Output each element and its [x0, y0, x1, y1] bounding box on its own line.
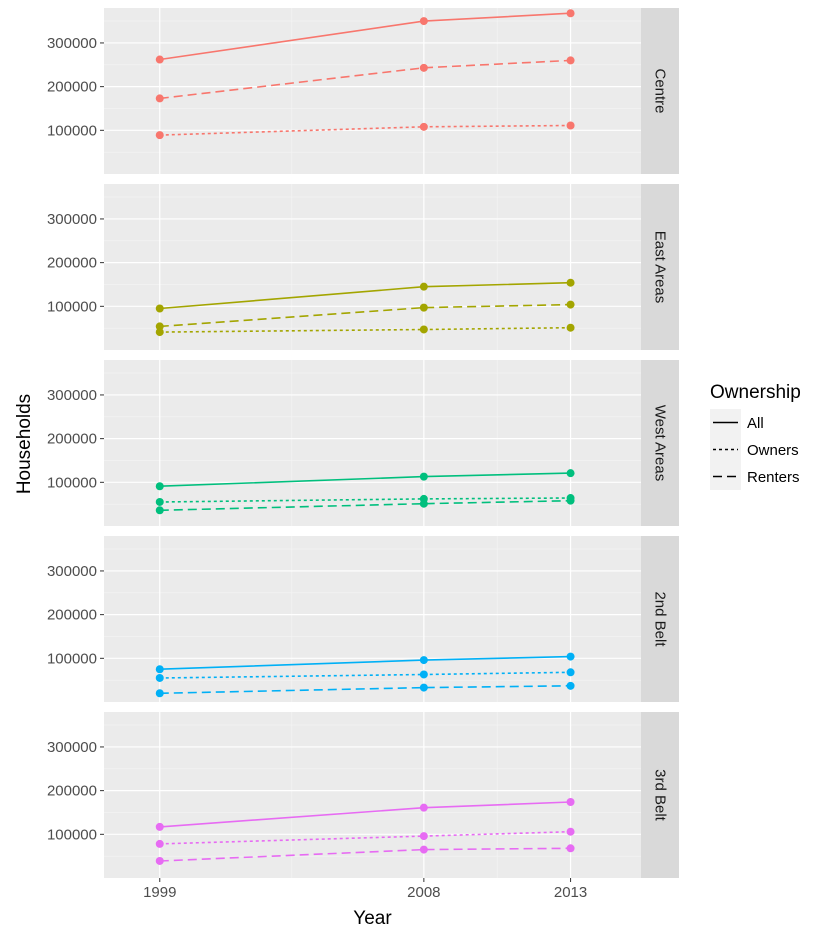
- data-point: [566, 668, 575, 677]
- data-point: [155, 497, 164, 506]
- series-line-renters: [159, 303, 571, 328]
- data-point: [419, 472, 428, 481]
- data-point: [566, 278, 575, 287]
- data-point: [419, 845, 428, 854]
- data-point: [155, 55, 164, 64]
- y-tick-label: 300000: [47, 211, 97, 228]
- facet-strip: [641, 8, 679, 174]
- data-point: [155, 94, 164, 103]
- series-line-renters: [159, 685, 571, 695]
- data-point: [566, 469, 575, 478]
- series-line-renters: [159, 847, 571, 862]
- y-tick-label: 100000: [47, 122, 97, 139]
- data-point: [155, 328, 164, 337]
- y-tick-label: 100000: [47, 650, 97, 667]
- data-point: [419, 832, 428, 841]
- y-tick-label: 100000: [47, 474, 97, 491]
- data-point: [155, 856, 164, 865]
- y-tick-label: 300000: [47, 35, 97, 52]
- data-point: [419, 17, 428, 26]
- data-point: [566, 844, 575, 853]
- facet-strip: [641, 712, 679, 878]
- panel-background: [104, 712, 641, 878]
- data-point: [155, 482, 164, 491]
- data-point: [566, 827, 575, 836]
- panel-background: [104, 8, 641, 174]
- data-point: [155, 304, 164, 313]
- y-axis-title: Households: [14, 394, 35, 494]
- data-point: [566, 9, 575, 18]
- x-tick-label: 1999: [143, 884, 176, 901]
- data-point: [155, 673, 164, 682]
- data-point: [155, 506, 164, 515]
- data-point: [155, 322, 164, 331]
- series-line-renters: [159, 59, 571, 100]
- data-point: [419, 683, 428, 692]
- data-point: [155, 839, 164, 848]
- data-point: [566, 300, 575, 309]
- y-tick-label: 200000: [47, 79, 97, 96]
- data-point: [419, 325, 428, 334]
- data-point: [419, 282, 428, 291]
- data-point: [566, 323, 575, 332]
- x-tick-label: 2013: [554, 884, 587, 901]
- data-point: [566, 56, 575, 65]
- data-point: [419, 63, 428, 72]
- legend-label: Renters: [747, 469, 800, 486]
- facet-strip: [641, 184, 679, 350]
- data-point: [566, 681, 575, 690]
- y-tick-label: 200000: [47, 431, 97, 448]
- data-point: [566, 652, 575, 661]
- y-tick-label: 200000: [47, 783, 97, 800]
- legend-title: Ownership: [710, 382, 801, 403]
- data-point: [155, 689, 164, 698]
- x-axis-title: Year: [353, 908, 392, 929]
- y-tick-label: 200000: [47, 607, 97, 624]
- data-point: [419, 499, 428, 508]
- data-point: [419, 303, 428, 312]
- data-point: [419, 803, 428, 812]
- y-tick-label: 100000: [47, 826, 97, 843]
- x-tick-label: 2008: [407, 884, 440, 901]
- facet-strip-label: 3rd Belt: [652, 769, 669, 822]
- data-point: [155, 665, 164, 674]
- data-point: [419, 656, 428, 665]
- panel-background: [104, 184, 641, 350]
- legend-label: All: [747, 415, 764, 432]
- facet-strip: [641, 536, 679, 702]
- data-point: [419, 122, 428, 131]
- facet-strip-label: West Areas: [652, 405, 669, 481]
- facet-strip-label: 2nd Belt: [652, 591, 669, 647]
- y-tick-label: 100000: [47, 298, 97, 315]
- data-point: [566, 797, 575, 806]
- y-tick-label: 300000: [47, 739, 97, 756]
- facet-strip-label: Centre: [652, 68, 669, 113]
- data-point: [566, 496, 575, 505]
- data-point: [566, 121, 575, 130]
- panel-background: [104, 536, 641, 702]
- facet-strip-label: East Areas: [652, 231, 669, 304]
- series-line-renters: [159, 499, 571, 512]
- y-tick-label: 300000: [47, 563, 97, 580]
- data-point: [155, 822, 164, 831]
- data-point: [419, 670, 428, 679]
- y-tick-label: 200000: [47, 255, 97, 272]
- y-tick-label: 300000: [47, 387, 97, 404]
- data-point: [155, 131, 164, 140]
- legend-label: Owners: [747, 442, 799, 459]
- facet-strip: [641, 360, 679, 526]
